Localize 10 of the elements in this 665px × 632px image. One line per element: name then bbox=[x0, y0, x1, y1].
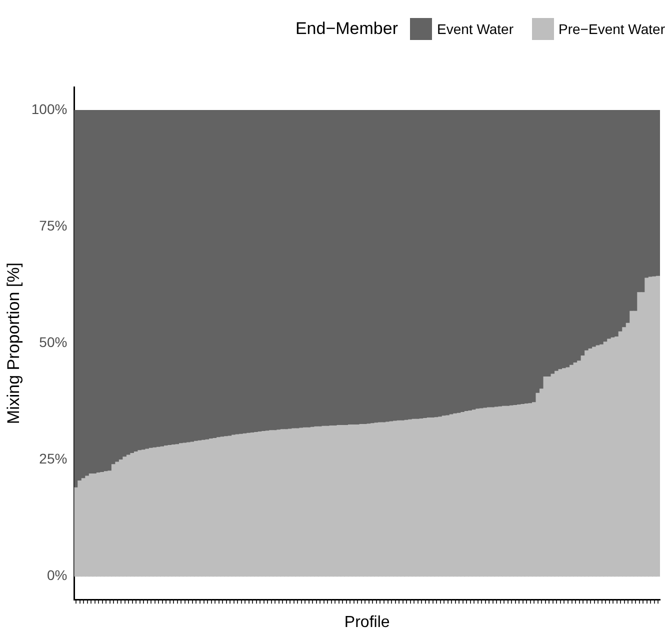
x-axis-title: Profile bbox=[344, 614, 390, 631]
y-axis-title: Mixing Proportion [%] bbox=[4, 262, 23, 424]
legend-label: Event Water bbox=[437, 21, 514, 37]
legend-title: End−Member bbox=[295, 19, 398, 39]
y-tick-label: 100% bbox=[31, 101, 68, 118]
legend-label: Pre−Event Water bbox=[558, 21, 665, 37]
y-tick-label: 50% bbox=[39, 334, 68, 350]
y-tick-label: 25% bbox=[39, 450, 68, 467]
y-tick-label: 75% bbox=[39, 218, 68, 234]
y-tick-label: 0% bbox=[46, 567, 68, 584]
